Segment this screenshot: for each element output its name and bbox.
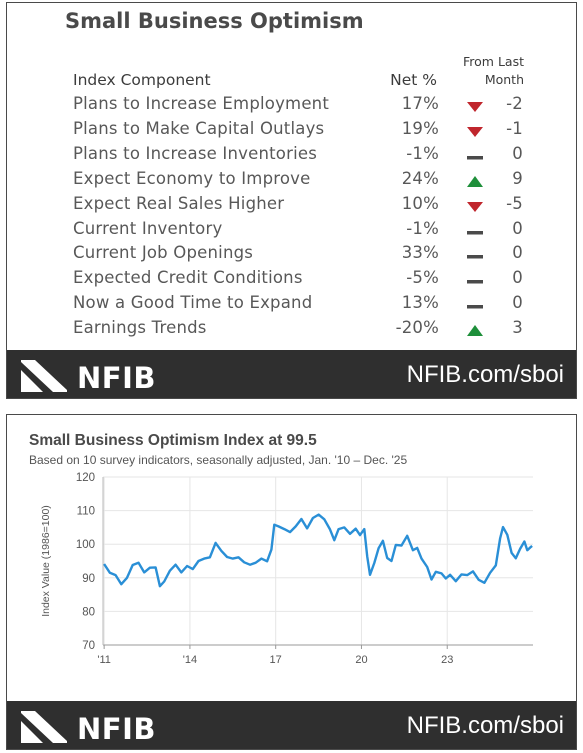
component-name: Earnings Trends: [73, 318, 207, 338]
component-name: Now a Good Time to Expand: [73, 293, 313, 313]
triangle-up-icon: [467, 175, 483, 187]
net-value: -5%: [406, 268, 439, 288]
y-axis-label: Index Value (1986=100): [40, 505, 52, 617]
change-value: 0: [512, 243, 523, 263]
x-tick-label: '14: [183, 654, 197, 666]
component-name: Current Job Openings: [73, 243, 254, 263]
change-value: 0: [512, 268, 523, 288]
y-tick-label: 120: [76, 472, 95, 484]
table-row: Expect Real Sales Higher 10% -5: [7, 193, 576, 219]
footer-bar: NFIB NFIB.com/sboi: [7, 350, 576, 398]
change-value: 9: [512, 168, 523, 188]
nfib-logo-mark-icon: [21, 360, 67, 392]
footer-bar: NFIB NFIB.com/sboi: [7, 701, 576, 749]
y-tick-label: 100: [76, 539, 95, 551]
nfib-logo: NFIB: [21, 711, 181, 746]
y-tick-label: 70: [82, 640, 95, 652]
net-column-header: Net %: [390, 71, 437, 89]
table-row: Current Inventory -1% 0: [7, 218, 576, 244]
triangle-up-icon: [467, 325, 483, 337]
table-row: Now a Good Time to Expand 13% 0: [7, 293, 576, 318]
component-name: Plans to Increase Inventories: [73, 143, 318, 163]
nfib-logo: NFIB: [21, 360, 181, 395]
net-value: 13%: [401, 293, 439, 313]
component-name: Expect Economy to Improve: [73, 168, 311, 188]
x-tick-label: '11: [97, 654, 111, 666]
table-row: Plans to Increase Employment 17% -2: [7, 94, 576, 119]
chart-panel: Small Business Optimism Index at 99.5 Ba…: [6, 414, 577, 750]
x-tick-label: 20: [355, 654, 367, 666]
change-header-line2: Month: [484, 72, 524, 87]
table-row: Plans to Make Capital Outlays 19% -1: [7, 118, 576, 144]
net-value: 24%: [401, 168, 439, 188]
net-value: -1%: [406, 218, 439, 238]
y-tick-label: 80: [82, 606, 95, 618]
table-row: Plans to Increase Inventories -1% 0: [7, 143, 576, 169]
footer-url[interactable]: NFIB.com/sboi: [406, 712, 564, 739]
component-name: Expect Real Sales Higher: [73, 193, 285, 213]
component-name: Plans to Increase Employment: [73, 94, 329, 113]
y-tick-label: 90: [82, 573, 95, 585]
table-row: Expect Economy to Improve 24% 9: [7, 168, 576, 194]
change-value: 3: [512, 318, 523, 338]
triangle-down-icon: [467, 201, 483, 212]
net-value: -1%: [406, 143, 439, 163]
table-row: Current Job Openings 33% 0: [7, 243, 576, 268]
net-value: -20%: [395, 318, 439, 338]
logo-text: NFIB: [77, 712, 156, 746]
component-name: Current Inventory: [73, 218, 223, 238]
change-value: 0: [512, 143, 523, 163]
x-tick-label: 23: [441, 654, 453, 666]
triangle-down-icon: [467, 126, 483, 137]
components-panel: Small Business Optimism From Last Month …: [6, 2, 577, 399]
panel-title: Small Business Optimism: [65, 9, 364, 33]
series-line: [103, 513, 533, 588]
dash-icon: [467, 155, 483, 160]
component-column-header: Index Component: [73, 71, 211, 89]
change-header-line1: From Last: [463, 54, 524, 69]
component-name: Plans to Make Capital Outlays: [73, 118, 325, 138]
chart-subtitle: Based on 10 survey indicators, seasonall…: [29, 453, 408, 467]
dash-icon: [467, 305, 483, 309]
y-tick-label: 110: [77, 506, 95, 518]
dash-icon: [467, 255, 483, 259]
change-column-header: From Last Month: [434, 53, 524, 89]
component-name: Expected Credit Conditions: [73, 268, 303, 288]
change-value: 0: [512, 293, 523, 313]
dash-icon: [467, 230, 483, 234]
change-value: -5: [506, 193, 523, 213]
dash-icon: [467, 280, 483, 284]
footer-url[interactable]: NFIB.com/sboi: [406, 361, 564, 388]
chart-title: Small Business Optimism Index at 99.5: [29, 432, 317, 449]
net-value: 10%: [401, 193, 439, 213]
optimism-line-chart: 120 110 100 90 80 70'11 '14 17 20 23 Index Value (…: [40, 472, 533, 666]
net-value: 19%: [401, 118, 439, 138]
change-value: -1: [506, 118, 523, 138]
logo-text: NFIB: [77, 361, 156, 395]
change-value: 0: [512, 218, 523, 238]
net-value: 17%: [401, 94, 439, 113]
table-row: Expected Credit Conditions -5% 0: [7, 268, 576, 293]
nfib-logo-mark-icon: [21, 711, 67, 743]
triangle-down-icon: [467, 102, 483, 112]
net-value: 33%: [401, 243, 439, 263]
table-row: Earnings Trends -20% 3: [7, 318, 576, 343]
x-tick-label: 17: [270, 654, 282, 666]
change-value: -2: [506, 94, 523, 113]
